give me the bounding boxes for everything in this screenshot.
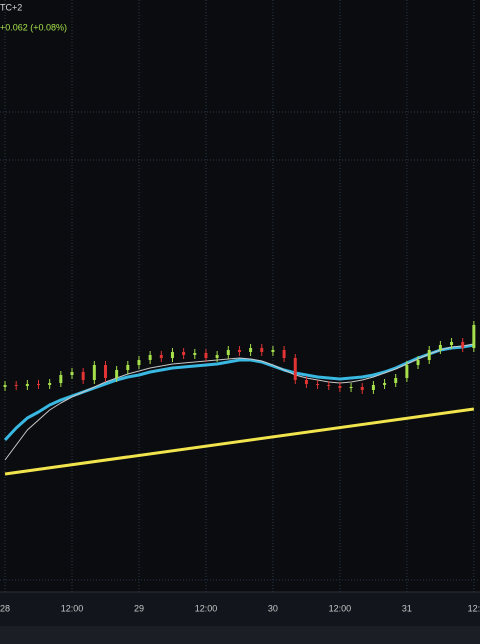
candle-body xyxy=(137,360,141,365)
candle-body xyxy=(450,342,454,345)
candle-body xyxy=(293,358,297,380)
bottom-toolbar xyxy=(0,626,480,644)
candle-body xyxy=(148,355,152,360)
candle-body xyxy=(360,387,364,390)
candle-body xyxy=(226,350,230,355)
candle-body xyxy=(249,348,253,352)
x-tick-label: 12:00 xyxy=(195,603,218,613)
candle-body xyxy=(349,387,353,388)
marks xyxy=(3,321,476,476)
candle-body xyxy=(316,384,320,385)
candle-body xyxy=(472,325,476,348)
plot-background xyxy=(0,0,480,592)
candle-body xyxy=(159,355,163,358)
candle-body xyxy=(59,375,63,383)
candle-body xyxy=(193,353,197,355)
x-tick-label: 12:00 xyxy=(61,603,84,613)
candle-body xyxy=(260,348,264,352)
candle-body xyxy=(271,350,275,352)
candle-body xyxy=(103,365,107,378)
x-tick-label: 31 xyxy=(402,603,412,613)
candle-body xyxy=(215,355,219,358)
candle-body xyxy=(126,365,130,370)
candle-body xyxy=(461,342,465,348)
candle-body xyxy=(48,383,52,385)
candle-body xyxy=(3,385,7,387)
candle-body xyxy=(304,380,308,384)
candle-body xyxy=(383,383,387,385)
candle-body xyxy=(92,365,96,380)
candle-body xyxy=(338,386,342,388)
candle-body xyxy=(371,385,375,390)
candle-body xyxy=(204,353,208,358)
candle-body xyxy=(182,352,186,355)
moving-average-line xyxy=(4,343,474,461)
candle-body xyxy=(70,372,74,375)
candle-body xyxy=(427,350,431,360)
x-tick-label: 12:00 xyxy=(329,603,352,613)
candle-body xyxy=(405,365,409,378)
price-change: +0.062 (+0.08%) xyxy=(0,22,67,32)
x-tick-label: 12: xyxy=(468,603,480,613)
candle-body xyxy=(282,350,286,358)
candle-body xyxy=(394,378,398,383)
candle-body xyxy=(25,384,29,386)
candle-body xyxy=(81,372,85,380)
candle-body xyxy=(327,385,331,386)
x-tick-label: 29 xyxy=(134,603,144,613)
candle-body xyxy=(170,352,174,358)
candle-body xyxy=(237,350,241,352)
moving-average-line xyxy=(4,407,475,476)
candle-body xyxy=(37,384,41,385)
candle-body xyxy=(115,370,119,378)
timezone-label: TC+2 xyxy=(0,2,22,12)
candle-body xyxy=(416,360,420,365)
candle-body xyxy=(14,385,18,386)
candle-body xyxy=(438,345,442,350)
x-tick-label: 28 xyxy=(0,603,10,613)
x-tick-label: 30 xyxy=(268,603,278,613)
time-axis xyxy=(0,592,480,626)
